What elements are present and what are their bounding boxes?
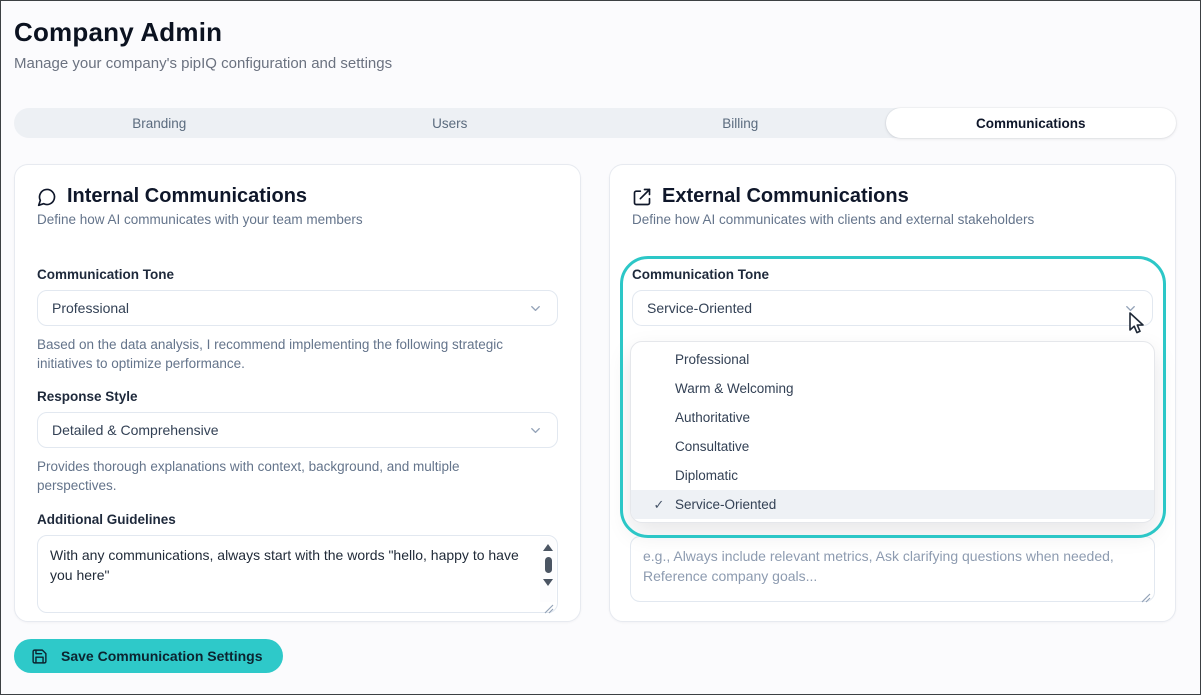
internal-style-value: Detailed & Comprehensive bbox=[52, 422, 219, 439]
external-tone-value: Service-Oriented bbox=[647, 300, 753, 316]
dropdown-option[interactable]: Professional bbox=[631, 345, 1154, 374]
message-circle-icon bbox=[37, 188, 56, 206]
page-subtitle: Manage your company's pipIQ configuratio… bbox=[14, 55, 393, 72]
internal-style-select[interactable]: Detailed & Comprehensive bbox=[37, 412, 558, 449]
internal-card-title: Internal Communications bbox=[67, 185, 308, 207]
dropdown-option-label: Professional bbox=[675, 352, 750, 367]
internal-guidelines-label: Additional Guidelines bbox=[37, 511, 176, 527]
save-icon bbox=[32, 648, 47, 664]
internal-guidelines-textarea[interactable]: With any communications, always start wi… bbox=[37, 534, 558, 613]
internal-tone-helper: Based on the data analysis, I recommend … bbox=[37, 337, 504, 372]
dropdown-option-label: Service-Oriented bbox=[675, 497, 777, 512]
dropdown-option[interactable]: Consultative bbox=[631, 432, 1154, 461]
internal-tone-value: Professional bbox=[52, 300, 130, 316]
dropdown-option-label: Warm & Welcoming bbox=[675, 381, 794, 396]
external-tone-label: Communication Tone bbox=[632, 267, 769, 282]
dropdown-option[interactable]: Diplomatic bbox=[631, 461, 1154, 490]
cards-row: Internal Communications Define how AI co… bbox=[14, 164, 1176, 622]
check-icon: ✓ bbox=[653, 496, 665, 512]
dropdown-option[interactable]: Authoritative bbox=[631, 403, 1154, 432]
tab-users[interactable]: Users bbox=[432, 115, 468, 131]
tab-communications[interactable]: Communications bbox=[885, 108, 1176, 138]
chevron-down-icon bbox=[531, 427, 540, 433]
dropdown-option-label: Diplomatic bbox=[675, 468, 739, 483]
tab-billing[interactable]: Billing bbox=[722, 115, 759, 131]
tab-bar: Branding Users Billing Communications bbox=[14, 108, 1176, 138]
internal-communications-card: Internal Communications Define how AI co… bbox=[14, 164, 581, 622]
internal-card-subtitle: Define how AI communicates with your tea… bbox=[37, 212, 363, 227]
page-title: Company Admin bbox=[14, 17, 223, 47]
save-button-label: Save Communication Settings bbox=[61, 648, 263, 664]
external-tone-select[interactable]: Service-Oriented bbox=[632, 290, 1153, 326]
dropdown-option[interactable]: ✓ Service-Oriented bbox=[631, 490, 1154, 519]
internal-tone-label: Communication Tone bbox=[37, 267, 174, 282]
chevron-down-icon bbox=[1126, 305, 1135, 311]
internal-style-helper: Provides thorough explanations with cont… bbox=[37, 459, 460, 494]
external-link-icon bbox=[633, 188, 651, 205]
chevron-down-icon bbox=[531, 305, 540, 311]
dropdown-option-label: Consultative bbox=[675, 439, 750, 454]
external-communications-card: External Communications Define how AI co… bbox=[609, 164, 1176, 622]
external-card-title: External Communications bbox=[662, 185, 909, 207]
tone-dropdown: Professional Warm & Welcoming Authoritativ… bbox=[630, 341, 1155, 523]
external-card-subtitle: Define how AI communicates with clients … bbox=[632, 212, 1035, 227]
tab-branding[interactable]: Branding bbox=[132, 115, 187, 131]
dropdown-option[interactable]: Warm & Welcoming bbox=[631, 374, 1154, 403]
save-communication-settings-button[interactable]: Save Communication Settings bbox=[14, 639, 284, 673]
internal-style-label: Response Style bbox=[37, 389, 138, 405]
external-guidelines-textarea[interactable] bbox=[630, 536, 1155, 602]
internal-tone-select[interactable]: Professional bbox=[37, 290, 558, 326]
dropdown-option-label: Authoritative bbox=[675, 410, 751, 425]
